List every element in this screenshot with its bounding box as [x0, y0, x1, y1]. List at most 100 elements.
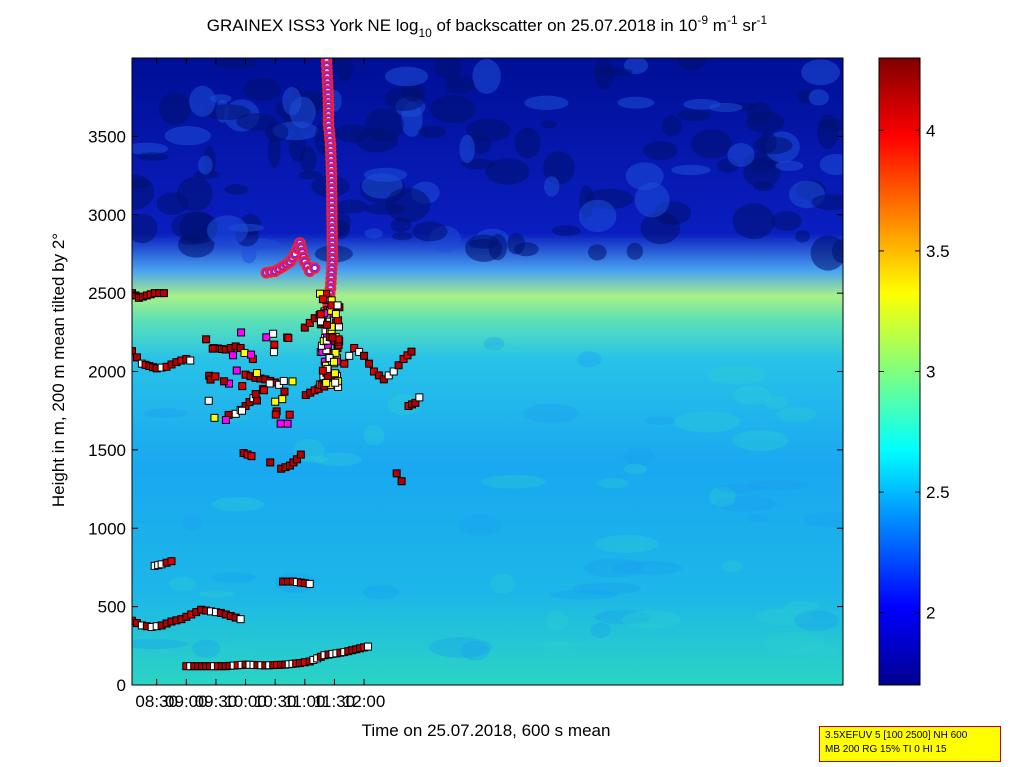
colorbar-tick-label: 3 — [926, 363, 935, 382]
texture-blotch — [364, 228, 383, 239]
texture-streak — [590, 622, 611, 638]
marker-square — [392, 469, 401, 478]
marker-square — [322, 320, 331, 329]
marker-square — [270, 340, 279, 349]
texture-blotch — [771, 211, 802, 231]
x-tick-label: 09:00 — [165, 692, 208, 711]
marker-square — [278, 395, 287, 404]
texture-blotch — [634, 182, 670, 218]
y-axis: 0 500 1000 1500 2000 2500 3000 3500 — [88, 127, 843, 695]
texture-streak — [732, 430, 789, 451]
marker-square — [389, 367, 398, 376]
texture-blotch — [265, 122, 289, 143]
y-tick-label: 1500 — [88, 441, 126, 460]
texture-blotch — [743, 157, 781, 188]
texture-blotch — [588, 244, 607, 261]
texture-blotch — [289, 96, 316, 129]
texture-blotch — [753, 136, 793, 155]
texture-blotch — [243, 77, 281, 101]
marker-square — [318, 366, 327, 375]
y-tick-label: 2500 — [88, 284, 126, 303]
marker-square — [340, 359, 349, 368]
marker-square — [186, 356, 195, 365]
texture-streak — [706, 365, 767, 385]
texture-blotch — [808, 89, 829, 106]
texture-blotch — [801, 59, 840, 86]
texture-blotch — [298, 170, 323, 180]
marker-square — [397, 477, 406, 486]
texture-streak — [300, 456, 329, 463]
marker-square — [276, 419, 285, 428]
texture-streak — [594, 534, 659, 553]
marker-square — [365, 359, 373, 368]
texture-streak — [314, 452, 362, 467]
texture-blotch — [206, 215, 248, 246]
colorbar-tick-label: 2 — [926, 604, 935, 623]
colorbar-tick-label: 2.5 — [926, 483, 950, 502]
marker-square — [333, 301, 342, 310]
marker-square — [284, 334, 293, 343]
texture-blotch — [677, 58, 707, 70]
marker-square — [305, 318, 314, 327]
heatmap-texture — [132, 58, 843, 661]
colorbar — [878, 57, 921, 686]
texture-streak — [481, 475, 547, 489]
marker-square — [285, 410, 294, 419]
marker-square — [236, 615, 245, 624]
texture-streak — [192, 639, 221, 658]
marker-square — [280, 387, 289, 396]
marker-square — [208, 344, 217, 353]
marker-square — [211, 372, 220, 381]
texture-streak — [623, 463, 648, 475]
marker-square — [228, 351, 237, 360]
texture-blotch — [241, 244, 257, 264]
texture-blotch — [578, 199, 617, 233]
marker-square — [266, 458, 275, 467]
y-tick-label: 3000 — [88, 206, 126, 225]
texture-streak — [211, 497, 265, 512]
marker-square — [269, 329, 278, 338]
texture-blotch — [198, 155, 213, 175]
x-tick-label: 10:00 — [224, 692, 267, 711]
marker-square — [167, 557, 176, 566]
marker-square — [328, 333, 337, 342]
colorbar-tick-label: 4 — [926, 121, 935, 140]
texture-streak — [715, 496, 777, 512]
marker-square — [345, 351, 354, 360]
marker-square — [232, 366, 241, 375]
texture-blotch — [418, 125, 447, 139]
texture-blotch — [819, 153, 843, 176]
texture-streak — [798, 643, 840, 659]
texture-blotch — [385, 187, 431, 223]
marker-square — [237, 406, 246, 415]
marker-square — [322, 378, 331, 387]
texture-blotch — [193, 170, 220, 180]
marker-square — [240, 348, 249, 357]
texture-streak — [363, 425, 385, 446]
texture-streak — [460, 641, 490, 661]
x-tick-label: 10:30 — [254, 692, 297, 711]
texture-streak — [584, 558, 645, 578]
marker-square — [132, 353, 141, 362]
marker-square — [330, 357, 339, 366]
marker-square — [271, 397, 280, 406]
texture-blotch — [434, 58, 462, 79]
y-tick-label: 1000 — [88, 519, 126, 538]
marker-square — [237, 328, 246, 337]
marker-square — [221, 415, 230, 424]
texture-streak — [764, 395, 789, 410]
info-line-1: 3.5XEFUV 5 [100 2500] NH 600 — [825, 730, 968, 741]
marker-square — [331, 378, 340, 387]
marker-square — [415, 393, 424, 402]
marker-square — [259, 386, 268, 395]
marker-square — [210, 413, 219, 422]
marker-square — [279, 376, 288, 385]
texture-streak — [457, 514, 502, 536]
texture-blotch — [683, 98, 721, 110]
marker-square — [316, 310, 325, 319]
texture-blotch — [810, 235, 843, 271]
marker-square — [265, 379, 274, 388]
texture-blotch — [132, 213, 158, 244]
texture-blotch — [617, 96, 655, 109]
chart-title: GRAINEX ISS3 York NE log10 of backscatte… — [207, 13, 768, 40]
